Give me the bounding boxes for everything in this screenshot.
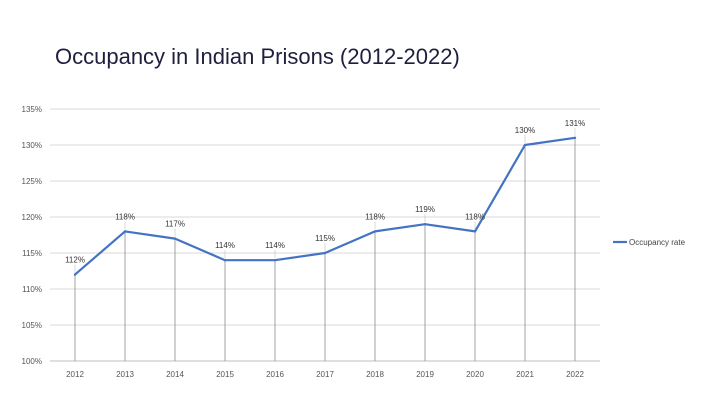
- data-point: [73, 273, 77, 276]
- y-tick-label: 100%: [22, 357, 42, 366]
- data-point: [373, 230, 377, 233]
- data-label: 118%: [115, 212, 135, 221]
- x-tick-label: 2013: [116, 370, 134, 379]
- data-point: [123, 230, 127, 233]
- data-label: 117%: [165, 220, 185, 229]
- data-label: 130%: [515, 126, 535, 135]
- legend-label: Occupancy rate: [629, 238, 686, 247]
- data-point: [173, 237, 177, 240]
- x-tick-label: 2018: [366, 370, 384, 379]
- x-tick-label: 2014: [166, 370, 184, 379]
- x-tick-label: 2019: [416, 370, 434, 379]
- x-tick-label: 2017: [316, 370, 334, 379]
- data-point: [523, 143, 527, 147]
- data-point: [273, 259, 277, 262]
- y-tick-label: 115%: [22, 249, 42, 258]
- data-label: 114%: [215, 241, 235, 250]
- series-occupancy-rate: [73, 136, 577, 276]
- data-point: [573, 136, 577, 139]
- chart-title: Occupancy in Indian Prisons (2012-2022): [55, 44, 460, 69]
- y-tick-label: 125%: [22, 177, 42, 186]
- data-point: [323, 251, 327, 255]
- data-label: 115%: [315, 234, 335, 243]
- drop-lines: [74, 137, 576, 361]
- data-point: [223, 259, 227, 262]
- y-tick-label: 105%: [22, 321, 42, 330]
- y-tick-label: 135%: [22, 105, 42, 114]
- legend: Occupancy rate: [613, 238, 686, 247]
- x-tick-label: 2022: [566, 370, 584, 379]
- y-axis: 100% 105% 110% 115% 120% 125% 130% 135%: [22, 105, 42, 366]
- data-labels: 112% 118% 117% 114% 114% 115% 118% 119% 118% 130%…: [65, 119, 585, 273]
- x-tick-label: 2015: [216, 370, 234, 379]
- y-tick-label: 110%: [22, 285, 42, 294]
- x-tick-label: 2020: [466, 370, 484, 379]
- x-tick-label: 2016: [266, 370, 284, 379]
- data-label: 119%: [415, 205, 435, 214]
- data-point: [423, 223, 427, 226]
- x-tick-label: 2012: [66, 370, 84, 379]
- y-tick-label: 120%: [22, 213, 42, 222]
- x-axis: 2012 2013 2014 2015 2016 2017 2018 2019 2020 2021…: [66, 370, 584, 379]
- data-label: 118%: [365, 212, 385, 221]
- y-tick-label: 130%: [22, 141, 42, 150]
- x-tick-label: 2021: [516, 370, 534, 379]
- data-label: 112%: [65, 256, 85, 265]
- data-label: 114%: [265, 241, 285, 250]
- data-label: 118%: [465, 212, 485, 221]
- data-label: 131%: [565, 119, 585, 128]
- data-point: [473, 230, 477, 233]
